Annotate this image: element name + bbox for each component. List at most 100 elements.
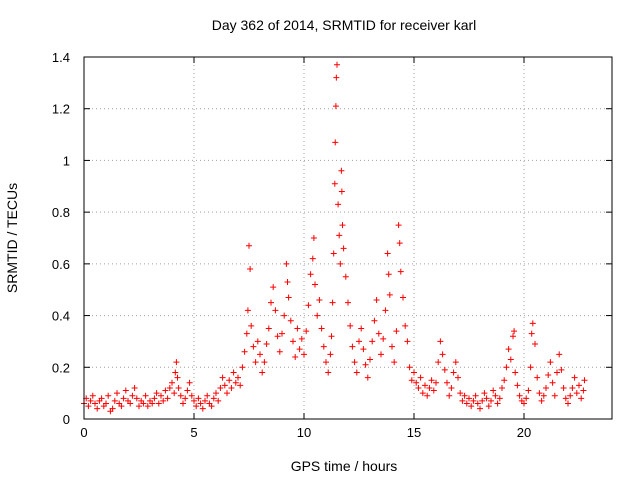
data-point	[316, 297, 323, 304]
data-point	[281, 312, 288, 319]
data-point	[195, 395, 202, 402]
data-point	[162, 387, 169, 394]
data-point	[562, 395, 569, 402]
data-point	[298, 335, 305, 342]
data-point	[331, 180, 338, 187]
x-tick-label: 5	[190, 425, 197, 440]
data-point	[549, 379, 556, 386]
data-point	[257, 351, 263, 358]
data-point	[164, 395, 171, 402]
data-point	[505, 346, 512, 353]
data-point	[532, 341, 538, 348]
data-point	[290, 338, 296, 345]
data-point	[333, 74, 340, 81]
data-point	[131, 384, 138, 391]
data-point	[547, 359, 554, 366]
data-point	[463, 400, 470, 407]
data-point	[173, 359, 180, 366]
data-point	[380, 335, 387, 342]
data-point	[514, 382, 521, 389]
data-point	[510, 333, 516, 340]
data-point	[490, 387, 497, 394]
chart-title: Day 362 of 2014, SRMTID for receiver kar…	[212, 17, 477, 33]
data-point	[511, 328, 518, 335]
data-point	[393, 328, 400, 335]
data-point	[402, 322, 409, 329]
data-point	[153, 390, 160, 397]
data-point	[525, 387, 532, 394]
data-point	[527, 364, 534, 371]
data-point	[244, 307, 251, 314]
data-point	[213, 390, 219, 397]
data-point	[389, 343, 395, 350]
data-point	[413, 379, 420, 386]
data-point	[268, 299, 274, 306]
data-point	[270, 284, 277, 291]
data-point	[191, 397, 197, 404]
data-point	[219, 374, 226, 381]
data-point	[140, 400, 147, 407]
data-point	[404, 338, 411, 345]
data-point	[292, 353, 299, 360]
data-point	[400, 294, 406, 301]
data-point	[358, 325, 365, 332]
data-point	[175, 384, 182, 391]
data-point	[217, 384, 224, 391]
data-point	[323, 359, 329, 366]
data-point	[468, 403, 475, 410]
y-tick-label: 0.8	[52, 205, 70, 220]
data-point	[174, 374, 181, 381]
data-point	[576, 382, 582, 389]
y-tick-label: 0.6	[52, 257, 70, 272]
data-point	[362, 361, 369, 368]
data-point	[536, 390, 543, 397]
data-point	[472, 392, 479, 399]
data-point	[499, 384, 505, 391]
data-point	[340, 245, 347, 252]
data-point	[342, 273, 349, 280]
data-point	[551, 392, 558, 399]
data-point	[144, 403, 151, 410]
data-point	[408, 377, 415, 384]
data-point	[375, 330, 382, 337]
data-point	[261, 359, 268, 366]
data-point	[479, 397, 486, 404]
data-point	[347, 322, 354, 329]
data-point	[248, 322, 255, 329]
data-point	[543, 384, 549, 391]
data-point	[336, 232, 343, 239]
data-point	[263, 341, 270, 348]
data-point	[241, 348, 248, 355]
data-point	[578, 395, 585, 402]
data-point	[385, 271, 392, 278]
data-point	[193, 403, 200, 410]
data-point	[265, 325, 272, 332]
data-point	[382, 307, 389, 314]
data-point	[560, 384, 567, 391]
y-tick-label: 0.4	[52, 309, 70, 324]
data-point	[580, 387, 587, 394]
data-point	[92, 400, 98, 407]
data-point	[320, 343, 327, 350]
data-point	[444, 379, 450, 386]
axis-ticks: 0 5 10 15 20 0 0.2 0.4 0.6 0.8 1 1.2 1.4	[52, 50, 612, 440]
data-point	[303, 328, 310, 335]
data-point	[371, 317, 378, 324]
data-point	[492, 392, 499, 399]
data-point	[494, 400, 501, 407]
data-point	[364, 374, 371, 381]
data-point	[318, 325, 325, 332]
data-point	[483, 395, 490, 402]
data-point	[474, 400, 481, 407]
data-point	[109, 405, 116, 412]
data-point	[488, 397, 494, 404]
data-point	[301, 351, 307, 358]
data-point	[415, 384, 422, 391]
data-point	[334, 61, 340, 68]
grid-lines	[84, 57, 612, 419]
data-point	[210, 395, 217, 402]
data-point	[538, 397, 545, 404]
data-point	[581, 377, 588, 384]
data-point	[243, 330, 250, 337]
data-point	[252, 359, 259, 366]
